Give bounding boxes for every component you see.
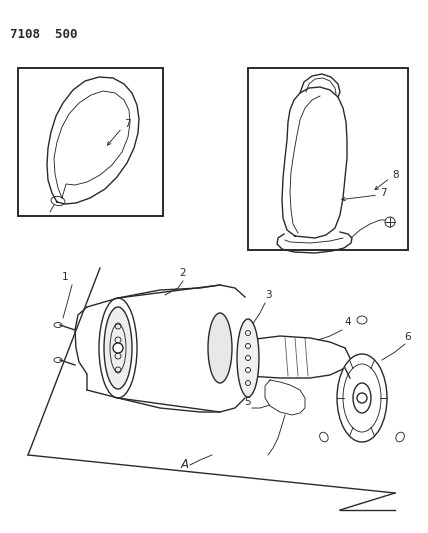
Ellipse shape <box>104 307 132 389</box>
Text: 1: 1 <box>62 272 68 282</box>
Ellipse shape <box>208 313 232 383</box>
Text: 6: 6 <box>405 332 411 342</box>
Ellipse shape <box>99 298 137 398</box>
Text: 2: 2 <box>180 268 186 278</box>
Circle shape <box>385 217 395 227</box>
Text: A: A <box>181 458 189 471</box>
Text: 3: 3 <box>265 290 271 300</box>
Bar <box>248 68 408 250</box>
Text: 5: 5 <box>245 397 251 407</box>
Text: 8: 8 <box>392 170 398 180</box>
Circle shape <box>113 343 123 353</box>
Text: 4: 4 <box>345 317 351 327</box>
Ellipse shape <box>337 354 387 442</box>
Text: 7: 7 <box>380 188 386 198</box>
Ellipse shape <box>237 319 259 397</box>
Bar <box>18 68 163 216</box>
Text: 7: 7 <box>124 119 131 129</box>
Text: 7108  500: 7108 500 <box>10 28 77 41</box>
